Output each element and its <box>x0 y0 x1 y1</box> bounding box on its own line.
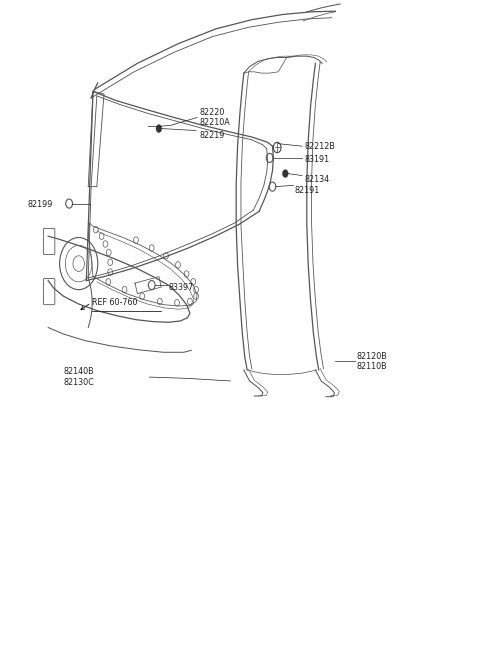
Circle shape <box>282 170 288 178</box>
Text: 82199: 82199 <box>28 200 53 210</box>
Text: 82134: 82134 <box>304 175 330 184</box>
Text: 83191: 83191 <box>304 155 330 164</box>
FancyBboxPatch shape <box>43 229 55 254</box>
Text: 82220: 82220 <box>199 108 225 117</box>
Circle shape <box>156 124 162 132</box>
FancyBboxPatch shape <box>43 278 55 305</box>
Text: 83397: 83397 <box>168 282 193 291</box>
Text: 82219: 82219 <box>199 130 225 140</box>
Text: 82130C: 82130C <box>63 378 94 387</box>
Text: 82140B: 82140B <box>63 367 94 377</box>
Text: 82191: 82191 <box>295 186 320 195</box>
Text: 82110B: 82110B <box>357 362 387 371</box>
Text: 82210A: 82210A <box>199 118 230 127</box>
Text: 82120B: 82120B <box>357 352 388 361</box>
Text: 82212B: 82212B <box>304 141 336 151</box>
Text: REF 60-760: REF 60-760 <box>92 298 138 307</box>
